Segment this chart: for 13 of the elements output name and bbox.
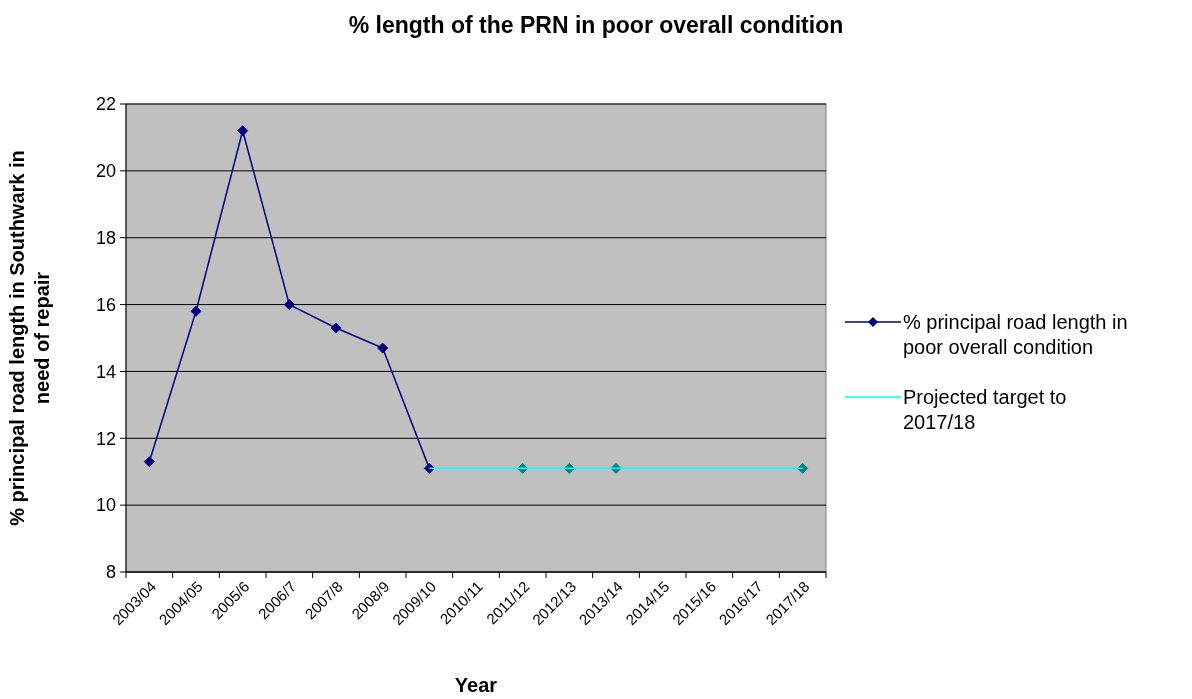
y-tick-label: 22 [95, 94, 116, 115]
legend-label: % principal road length in poor overall condition [903, 311, 1128, 358]
y-axis-title: % principal road length in Southwark in need of repair [6, 150, 53, 526]
chart-title: % length of the PRN in poor overall condition [348, 12, 844, 38]
y-tick-label: 10 [95, 495, 116, 516]
y-tick-label: 16 [95, 294, 116, 315]
x-axis-title: Year [454, 674, 498, 696]
y-tick-label: 8 [105, 562, 116, 583]
y-tick-label: 20 [95, 161, 116, 182]
y-tick-label: 12 [95, 428, 116, 449]
legend-label: Projected target to 2017/18 [903, 386, 1067, 433]
y-tick-label: 14 [95, 361, 116, 382]
y-tick-label: 18 [95, 228, 116, 249]
